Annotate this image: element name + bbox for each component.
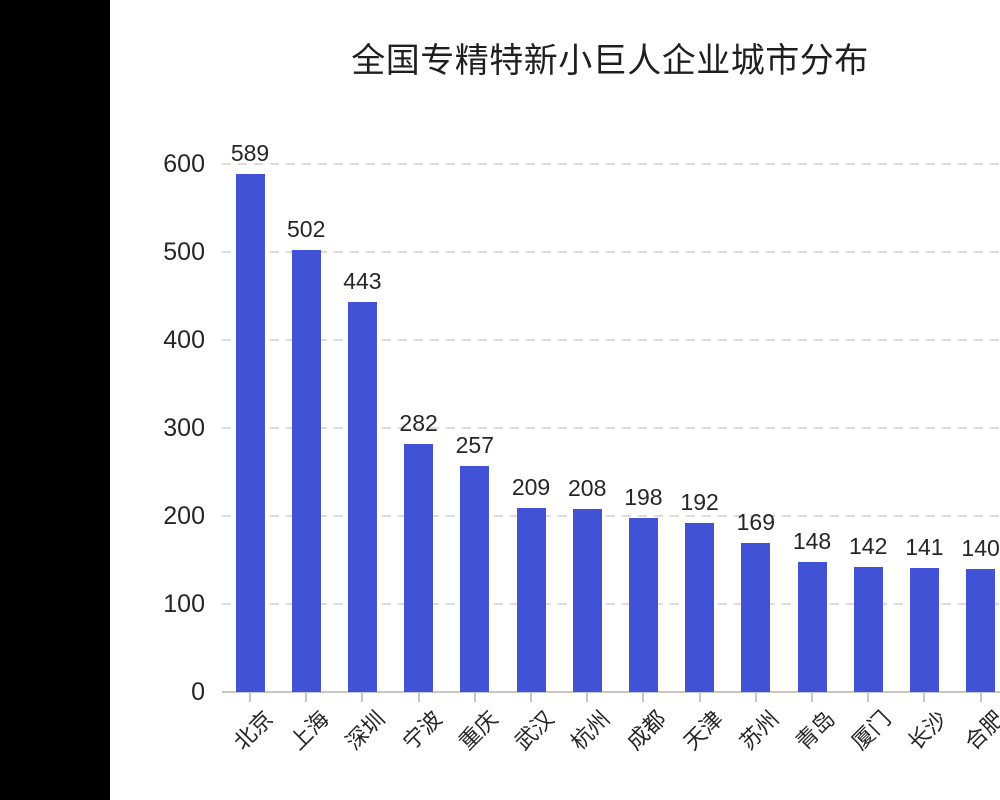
x-tick-label-杭州: 杭州 — [566, 706, 615, 755]
x-tick-label-武汉: 武汉 — [509, 706, 559, 755]
bar-天津 — [685, 523, 715, 692]
bar-北京 — [235, 173, 265, 692]
bar-value-label: 208 — [568, 474, 607, 501]
y-tick-label-500: 500 — [163, 238, 205, 266]
x-tick-mark — [923, 693, 926, 702]
bar-合肥 — [966, 568, 996, 692]
x-tick-mark — [754, 693, 757, 702]
gridline-200 — [222, 515, 1000, 517]
bar-value-label: 589 — [230, 139, 270, 166]
x-tick-mark — [586, 693, 589, 702]
chart-title: 全国专精特新小巨人企业城市分布 — [351, 42, 869, 80]
bar-杭州 — [572, 508, 602, 692]
x-tick-label-天津: 天津 — [678, 706, 728, 755]
bar-宁波 — [404, 443, 434, 692]
bar-value-label: 443 — [343, 268, 382, 295]
x-tick-mark — [361, 693, 364, 702]
bar-重庆 — [460, 465, 490, 692]
x-tick-label-北京: 北京 — [228, 706, 278, 755]
x-tick-label-合肥: 合肥 — [959, 706, 1000, 755]
x-tick-mark — [811, 693, 813, 702]
bar-上海 — [291, 250, 321, 692]
x-tick-label-长沙: 长沙 — [903, 706, 953, 755]
bar-chart: 全国专精特新小巨人企业城市分布 0 100 200 300 400 500 600 589 北京… — [110, 0, 1000, 800]
left-black-panel — [0, 0, 110, 800]
x-tick-label-成都: 成都 — [622, 706, 672, 755]
x-tick-label-深圳: 深圳 — [341, 706, 391, 755]
x-tick-mark — [417, 693, 420, 702]
y-tick-label-100: 100 — [163, 590, 205, 618]
y-tick-label-200: 200 — [163, 502, 205, 530]
x-tick-mark — [530, 693, 532, 702]
bar-青岛 — [797, 561, 827, 692]
x-tick-label-青岛: 青岛 — [790, 706, 840, 755]
bar-苏州 — [741, 543, 771, 692]
x-tick-mark — [698, 693, 701, 702]
x-tick-mark — [473, 693, 476, 702]
y-tick-label-400: 400 — [163, 326, 205, 354]
bar-value-label: 169 — [736, 509, 775, 536]
x-axis-baseline — [222, 691, 1000, 693]
bar-成都 — [628, 517, 658, 692]
gridline-100 — [222, 603, 1000, 605]
gridline-500 — [222, 251, 1000, 253]
y-tick-label-0: 0 — [191, 678, 205, 706]
bar-value-label: 148 — [792, 527, 832, 554]
x-tick-mark — [249, 693, 251, 702]
x-tick-mark — [305, 693, 308, 702]
x-tick-label-宁波: 宁波 — [397, 706, 447, 755]
gridline-600 — [222, 163, 1000, 165]
x-tick-mark — [979, 693, 982, 702]
bar-value-label: 282 — [399, 409, 438, 436]
x-tick-label-上海: 上海 — [285, 706, 334, 755]
bar-value-label: 198 — [624, 483, 663, 510]
plot-area: 0 100 200 300 400 500 600 589 北京 502 上海 443 深圳 282 宁波 2… — [110, 0, 1000, 800]
bar-厦门 — [853, 567, 883, 692]
x-tick-mark — [642, 693, 645, 702]
bar-value-label: 142 — [849, 533, 888, 560]
y-tick-label-300: 300 — [163, 414, 205, 442]
gridline-400 — [222, 339, 1000, 341]
bar-value-label: 209 — [511, 474, 551, 501]
bar-深圳 — [347, 302, 377, 692]
bar-长沙 — [909, 567, 939, 692]
bar-武汉 — [516, 508, 546, 692]
bar-value-label: 141 — [905, 533, 944, 560]
bar-value-label: 502 — [287, 216, 326, 243]
bar-value-label: 257 — [455, 431, 494, 458]
gridline-300 — [222, 427, 1000, 429]
x-tick-mark — [867, 693, 870, 702]
x-tick-label-苏州: 苏州 — [734, 706, 784, 755]
x-tick-label-重庆: 重庆 — [453, 706, 503, 755]
bar-value-label: 192 — [680, 489, 719, 516]
y-tick-label-600: 600 — [163, 150, 205, 178]
x-tick-label-厦门: 厦门 — [847, 706, 896, 755]
bar-value-label: 140 — [961, 534, 1000, 561]
